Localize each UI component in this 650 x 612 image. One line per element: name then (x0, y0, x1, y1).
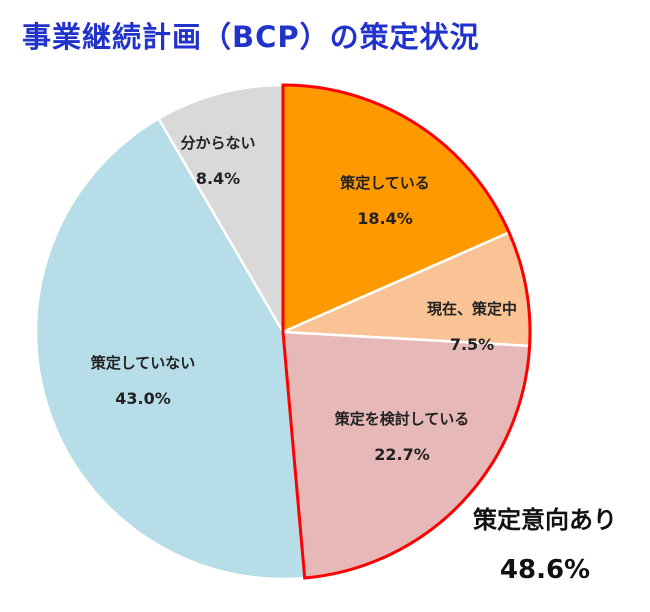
slice-label-5: 分からない (180, 134, 255, 152)
slice-value-2: 7.5% (450, 335, 494, 354)
slice-labels: 策定している 18.4% 現在、策定中 7.5% 策定を検討している 22.7% 策定してい… (90, 134, 517, 464)
pie-slice-4 (34, 116, 307, 581)
slice-label-3: 策定を検討している (334, 410, 470, 428)
chart-title: 事業継続計画（BCP）の策定状況 (22, 20, 480, 54)
slice-value-3: 22.7% (374, 445, 430, 464)
slice-value-4: 43.0% (115, 389, 171, 408)
intent-annotation-value: 48.6% (500, 555, 590, 585)
slice-value-5: 8.4% (196, 169, 240, 188)
pie-slice-5 (156, 83, 285, 337)
slice-value-1: 18.4% (357, 209, 413, 228)
intent-highlight-outline (281, 83, 532, 580)
slice-label-4: 策定していない (90, 354, 196, 372)
intent-annotation-label: 策定意向あり (473, 506, 617, 534)
pie-slices (34, 83, 532, 581)
slice-label-2: 現在、策定中 (427, 300, 517, 318)
slice-label-1: 策定している (339, 174, 430, 192)
